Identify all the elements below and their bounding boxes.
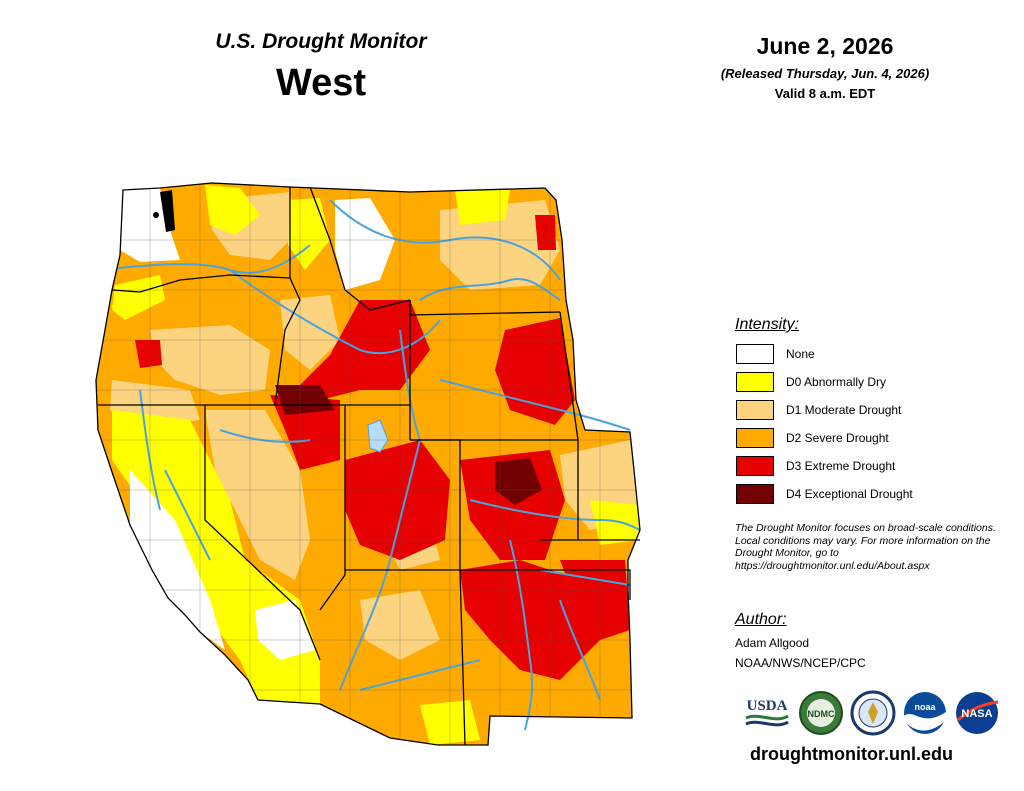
legend-item-none: None [736,343,815,365]
noaa-logo-text: noaa [914,702,936,712]
legend-label: D1 Moderate Drought [786,403,902,417]
great-salt-lake [367,419,389,453]
d3-area-idaho-wyoming [300,300,430,400]
border-ca-nv [204,405,321,661]
border-nm-ok-tx [578,569,631,600]
river-gila [359,659,481,691]
border-nv-az [319,574,346,611]
border-wy-co [409,405,578,441]
river-snake [229,269,441,355]
border-wy-ne [559,311,579,441]
border-wa-or [111,274,291,293]
d0-area-washington-north [205,185,260,235]
nasa-logo: NASA [954,690,1000,736]
map-title: U.S. Drought Monitor [215,30,427,53]
d3-area-utah [345,440,450,560]
usda-logo: USDA [742,690,792,736]
river-humboldt [219,429,311,443]
puget-sound-islands [153,190,175,232]
legend-item-d4: D4 Exceptional Drought [736,483,913,505]
d3-area-oklahoma [560,560,630,640]
state-borders [95,182,641,746]
border-az-nm [459,569,466,746]
ndmc-logo: NDMC [798,690,844,736]
legend-item-d2: D2 Severe Drought [736,427,889,449]
doc-logo [850,690,896,736]
river-sacramento [139,389,161,511]
legend-title: Intensity: [735,316,800,333]
legend-label: D2 Severe Drought [786,431,889,445]
release-date: (Released Thursday, Jun. 4, 2026) [720,66,930,81]
disclaimer-note: The Drought Monitor focuses on broad-sca… [735,522,996,572]
usda-logo-text: USDA [747,698,788,714]
river-arkansas [469,499,641,531]
river-yellowstone [419,278,561,301]
legend-item-d3: D3 Extreme Drought [736,455,895,477]
website-link[interactable]: droughtmonitor.unl.edu [750,744,953,764]
river-colorado [339,439,421,691]
d1-area-oregon [150,325,270,395]
d0-area-kansas-east [590,500,640,545]
region-title: West [275,62,367,104]
legend-item-d1: D1 Moderate Drought [736,399,901,421]
legend-label: None [786,347,815,361]
county-lines [96,183,640,745]
none-area-california [130,470,225,650]
border-or-id [274,277,301,406]
noaa-logo: noaa [902,690,948,736]
legend-label: D4 Exceptional Drought [786,487,913,501]
d0-area-oregon-coast [112,275,165,320]
d3-area-oregon [135,340,162,368]
river-platte [439,379,631,431]
map-date: June 2, 2026 [756,33,894,59]
d1-area-nevada [205,410,310,580]
river-rio-grande [509,539,534,731]
legend-swatch-d0 [736,372,774,392]
legend-swatch-d1 [736,400,774,420]
legend-swatch-d4 [736,484,774,504]
d4-area-colorado [495,458,542,505]
d0-area-idaho-north [288,198,330,270]
legend-swatch-d2 [736,428,774,448]
d4-area-nevada-idaho [275,385,335,415]
author-name: Adam Allgood [735,636,810,650]
river-pecos [559,599,601,701]
author-organization: NOAA/NWS/NCEP/CPC [735,656,866,670]
d3-area-colorado [460,450,565,560]
legend-swatch-none [736,344,774,364]
legend-label: D3 Extreme Drought [786,459,896,473]
author-heading: Author: [735,611,787,628]
nasa-logo-text: NASA [961,708,992,720]
river-san-joaquin [164,469,211,561]
river-canadian [539,569,631,586]
d0-area-montana-north [455,190,510,225]
d3-area-montana-east [535,215,556,250]
legend-swatch-d3 [736,456,774,476]
river-columbia [117,244,311,274]
ndmc-logo-text: NDMC [808,709,835,719]
border-id-mt [309,186,411,311]
legend-item-d0: D0 Abnormally Dry [736,371,886,393]
legend-label: D0 Abnormally Dry [786,375,887,389]
valid-time: Valid 8 a.m. EDT [774,86,876,101]
river-green [399,329,421,441]
